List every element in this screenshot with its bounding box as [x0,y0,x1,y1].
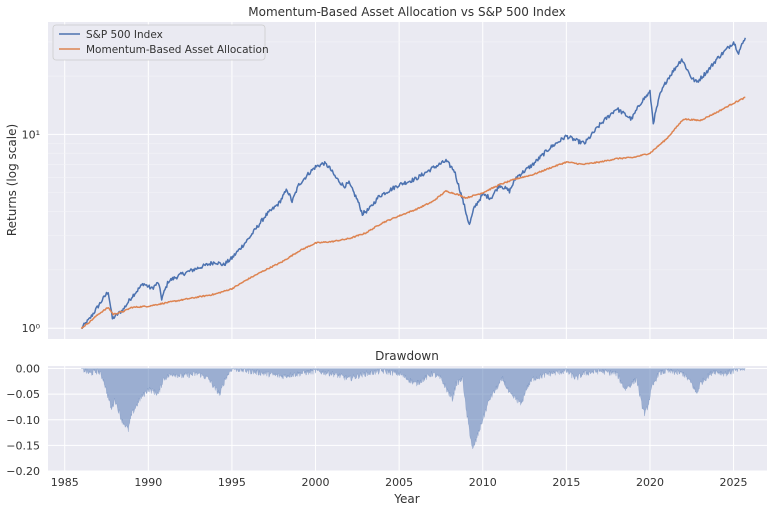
returns-chart-title: Momentum-Based Asset Allocation vs S&P 5… [248,5,565,19]
legend: S&P 500 Index Momentum-Based Asset Alloc… [52,24,269,61]
drawdown-x-tick-label: 2020 [636,476,664,489]
drawdown-y-tick-label: −0.10 [6,414,40,427]
drawdown-x-ticks: 1985 1990 1995 2000 2005 2010 2015 2020 2025 [51,476,748,489]
drawdown-y-tick-label: −0.15 [6,439,40,452]
returns-y-ticks: 10⁰ 10¹ [22,128,41,335]
drawdown-x-tick-label: 1985 [51,476,79,489]
drawdown-x-tick-label: 2000 [302,476,330,489]
returns-panel: 10⁰ 10¹ Momentum-Based Asset Allocation v… [5,5,767,339]
returns-gridlines [48,22,767,339]
drawdown-panel: 0.00 −0.05 −0.10 −0.15 −0.20 1985 1990 1995 200… [6,349,767,506]
drawdown-x-tick-label: 2005 [385,476,413,489]
drawdown-x-tick-label: 1990 [134,476,162,489]
legend-label-sp500: S&P 500 Index [86,29,163,41]
drawdown-y-ticks: 0.00 −0.05 −0.10 −0.15 −0.20 [6,363,40,478]
drawdown-x-tick-label: 2015 [552,476,580,489]
drawdown-area [81,367,746,450]
drawdown-x-tick-label: 2025 [720,476,748,489]
returns-plot-area [48,22,767,339]
returns-y-axis-label: Returns (log scale) [5,124,19,236]
returns-y-tick-label: 10⁰ [22,322,41,335]
drawdown-x-tick-label: 1995 [218,476,246,489]
legend-label-momentum: Momentum-Based Asset Allocation [86,44,269,56]
drawdown-chart-title: Drawdown [375,349,439,363]
legend-box [52,24,266,61]
drawdown-x-axis-label: Year [393,492,419,506]
returns-y-tick-label: 10¹ [22,128,40,141]
drawdown-x-tick-label: 2010 [469,476,497,489]
drawdown-series [81,367,746,450]
sp500-line [81,37,747,329]
momentum-line [80,96,746,330]
returns-series [80,37,747,330]
drawdown-y-tick-label: 0.00 [16,363,41,376]
drawdown-y-tick-label: −0.05 [6,388,40,401]
drawdown-gridlines [48,366,767,472]
drawdown-y-tick-label: −0.20 [6,465,40,478]
